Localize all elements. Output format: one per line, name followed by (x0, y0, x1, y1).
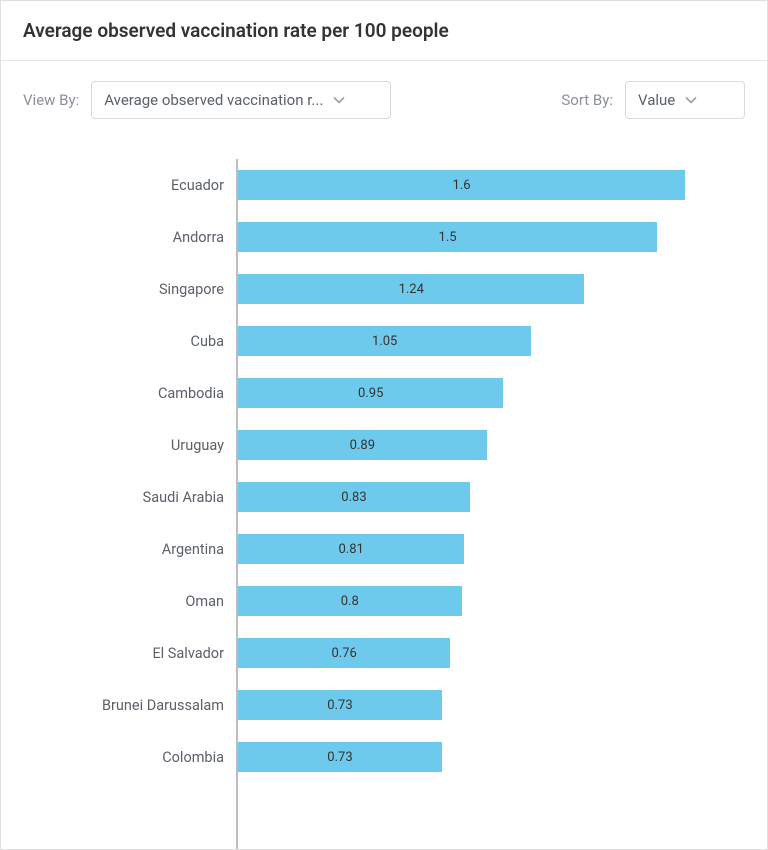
y-axis-label: Cambodia (41, 367, 236, 419)
bar-value-label: 1.05 (372, 334, 397, 349)
sort-by-label: Sort By: (561, 91, 613, 109)
bar-row: 0.89 (238, 419, 727, 471)
sort-by-value: Value (638, 91, 675, 109)
card-header: Average observed vaccination rate per 10… (1, 1, 767, 61)
bar-value-label: 0.73 (327, 698, 352, 713)
bar-row: 0.73 (238, 679, 727, 731)
y-axis-label: Singapore (41, 263, 236, 315)
y-axis-label: Ecuador (41, 159, 236, 211)
bar: 0.95 (238, 378, 503, 408)
bar-value-label: 0.81 (338, 542, 363, 557)
sort-by-select[interactable]: Value (625, 81, 745, 119)
y-axis-label: Oman (41, 575, 236, 627)
bar: 0.81 (238, 534, 464, 564)
view-by-select[interactable]: Average observed vaccination r... (91, 81, 391, 119)
card-title: Average observed vaccination rate per 10… (23, 19, 745, 42)
y-axis-label: Andorra (41, 211, 236, 263)
y-axis-label: Saudi Arabia (41, 471, 236, 523)
y-axis-label: El Salvador (41, 627, 236, 679)
bar: 0.89 (238, 430, 487, 460)
y-axis-label (41, 783, 236, 805)
bar-value-label: 1.5 (439, 230, 457, 245)
bar-row: 1.05 (238, 315, 727, 367)
bar: 1.24 (238, 274, 584, 304)
bar-value-label: 0.83 (341, 490, 366, 505)
view-by-value: Average observed vaccination r... (104, 91, 323, 109)
bar-chart: EcuadorAndorraSingaporeCubaCambodiaUrugu… (41, 159, 727, 849)
bar-value-label: 0.76 (332, 646, 357, 661)
y-axis-label: Uruguay (41, 419, 236, 471)
y-axis-label: Cuba (41, 315, 236, 367)
bar: 1.6 (238, 170, 685, 200)
y-axis-label: Argentina (41, 523, 236, 575)
y-axis-labels: EcuadorAndorraSingaporeCubaCambodiaUrugu… (41, 159, 236, 849)
bar: 0.73 (238, 742, 442, 772)
bar: 0.76 (238, 638, 450, 668)
bar-row: 1.6 (238, 159, 727, 211)
bar: 1.05 (238, 326, 531, 356)
chart-area: EcuadorAndorraSingaporeCubaCambodiaUrugu… (1, 129, 767, 849)
bar-row: 1.24 (238, 263, 727, 315)
bar-row: 1.5 (238, 211, 727, 263)
bar-value-label: 0.8 (341, 594, 359, 609)
bar-row: 0.81 (238, 523, 727, 575)
bar-value-label: 0.73 (327, 750, 352, 765)
bar-value-label: 1.6 (453, 178, 471, 193)
bar-row: 0.95 (238, 367, 727, 419)
bar-value-label: 0.89 (350, 438, 375, 453)
bar-row: 0.73 (238, 731, 727, 783)
bar-row (238, 783, 727, 805)
bar-value-label: 0.95 (358, 386, 383, 401)
bar: 0.8 (238, 586, 462, 616)
bar-row: 0.83 (238, 471, 727, 523)
bars-container: 1.6 1.5 1.24 1.05 0.95 0.89 0.83 0.81 0.8 0.76 0.7… (236, 159, 727, 849)
y-axis-label: Colombia (41, 731, 236, 783)
bar-row: 0.76 (238, 627, 727, 679)
controls-bar: View By: Average observed vaccination r.… (1, 61, 767, 129)
caret-down-icon (333, 96, 345, 104)
bar-value-label: 1.24 (399, 282, 424, 297)
bar: 0.73 (238, 690, 442, 720)
caret-down-icon (685, 96, 697, 104)
bar: 1.5 (238, 222, 657, 252)
view-by-label: View By: (23, 91, 79, 109)
chart-card: Average observed vaccination rate per 10… (0, 0, 768, 850)
bar: 0.83 (238, 482, 470, 512)
y-axis-label: Brunei Darussalam (41, 679, 236, 731)
bar-row: 0.8 (238, 575, 727, 627)
